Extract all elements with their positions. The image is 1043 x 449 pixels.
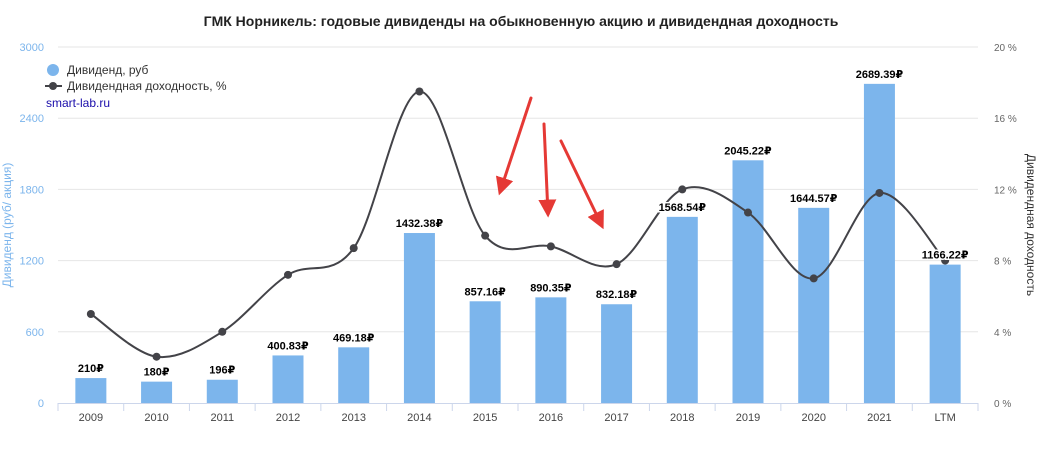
source-label[interactable]: smart-lab.ru bbox=[46, 96, 110, 110]
yield-point bbox=[744, 208, 752, 217]
bar bbox=[338, 347, 370, 403]
chart-title: ГМК Норникель: годовые дивиденды на обык… bbox=[204, 13, 839, 29]
bar-data-label: 2689.39₽ bbox=[856, 69, 904, 81]
yield-point bbox=[546, 242, 555, 251]
yield-point bbox=[218, 327, 227, 336]
y-left-tick-label: 2400 bbox=[20, 113, 44, 125]
legend-bar-label[interactable]: Дивиденд, руб bbox=[67, 63, 149, 77]
bar bbox=[469, 301, 501, 403]
bar-data-label: 857.16₽ bbox=[464, 286, 506, 298]
bar bbox=[535, 297, 567, 403]
bar bbox=[666, 216, 698, 403]
yield-point bbox=[941, 256, 950, 265]
x-tick-label: 2013 bbox=[341, 412, 365, 424]
bar-data-label: 469.18₽ bbox=[333, 332, 375, 344]
bar-data-label: 1432.38₽ bbox=[396, 218, 444, 230]
bar bbox=[403, 233, 435, 403]
y-left-axis-title: Дивиденд (руб/ акция) bbox=[0, 163, 14, 288]
x-tick-label: 2014 bbox=[407, 412, 431, 424]
y-left-tick-label: 1800 bbox=[20, 184, 44, 196]
bar bbox=[863, 83, 895, 403]
bar-data-label: 180₽ bbox=[144, 367, 170, 379]
y-right-tick-label: 4 % bbox=[994, 328, 1011, 339]
x-tick-label: 2012 bbox=[276, 412, 300, 424]
bar-data-label: 2045.22₽ bbox=[724, 145, 772, 157]
yield-point bbox=[86, 310, 95, 318]
bar bbox=[272, 355, 304, 403]
bar-data-label: 210₽ bbox=[78, 363, 104, 375]
yield-point bbox=[678, 185, 687, 194]
bar bbox=[206, 379, 238, 403]
bar bbox=[601, 304, 633, 403]
x-tick-label: 2011 bbox=[210, 412, 234, 424]
bar-data-label: 832.18₽ bbox=[596, 289, 638, 301]
x-tick-label: 2015 bbox=[473, 412, 497, 424]
bar-data-label: 400.83₽ bbox=[267, 340, 309, 352]
x-tick-label: 2016 bbox=[539, 412, 563, 424]
x-tick-label: 2018 bbox=[670, 412, 694, 424]
y-right-tick-label: 12 % bbox=[994, 185, 1017, 196]
y-right-axis-title: Дивидендная доходность bbox=[1024, 154, 1038, 296]
legend-bar-marker bbox=[47, 64, 59, 76]
x-tick-label: 2010 bbox=[144, 412, 168, 424]
legend-line-dot bbox=[49, 82, 57, 90]
y-right-tick-label: 20 % bbox=[994, 43, 1017, 54]
yield-point bbox=[875, 188, 884, 197]
x-tick-label: 2017 bbox=[604, 412, 628, 424]
bar bbox=[732, 160, 764, 403]
axes: 0 600 1200 1800 2400 3000 0 % 4 % 8 % 12 % 16 % 20 … bbox=[0, 42, 1038, 424]
yield-point bbox=[809, 274, 818, 283]
annotations bbox=[495, 96, 604, 230]
bar bbox=[75, 378, 107, 403]
y-right-tick-label: 8 % bbox=[994, 257, 1011, 268]
bar-data-label: 890.35₽ bbox=[530, 282, 572, 294]
legend: Дивиденд, руб Дивидендная доходность, % … bbox=[45, 63, 227, 110]
yield-point bbox=[415, 87, 424, 96]
x-tick-label: LTM bbox=[935, 412, 956, 424]
bar-series bbox=[75, 83, 961, 403]
y-left-tick-label: 600 bbox=[26, 327, 44, 339]
x-tick-label: 2009 bbox=[79, 412, 103, 424]
bar-data-label: 1644.57₽ bbox=[790, 193, 838, 205]
yield-point bbox=[284, 270, 292, 279]
yield-point bbox=[481, 231, 490, 240]
yield-point bbox=[612, 260, 621, 269]
y-right-tick-label: 0 % bbox=[994, 399, 1011, 410]
y-left-tick-label: 3000 bbox=[20, 42, 44, 54]
bar-data-label: 1568.54₽ bbox=[659, 202, 707, 214]
yield-point bbox=[349, 244, 358, 253]
red-arrow bbox=[495, 96, 533, 196]
bar bbox=[929, 264, 961, 403]
line-series bbox=[86, 87, 950, 361]
data-labels: 210₽ 180₽ 196₽ 400.83₽ 469.18₽ 1432.38₽ 857.16… bbox=[76, 67, 970, 380]
yield-point bbox=[152, 352, 161, 361]
y-right-tick-label: 16 % bbox=[994, 114, 1017, 125]
red-arrow bbox=[559, 139, 604, 230]
red-arrow bbox=[538, 122, 557, 218]
bar bbox=[798, 207, 830, 403]
y-left-tick-label: 0 bbox=[38, 398, 44, 410]
bar bbox=[141, 381, 173, 403]
x-tick-label: 2019 bbox=[736, 412, 760, 424]
bar-data-label: 1166.22₽ bbox=[922, 250, 969, 262]
x-tick-label: 2021 bbox=[867, 412, 891, 424]
y-left-tick-label: 1200 bbox=[20, 256, 44, 268]
legend-line-label[interactable]: Дивидендная доходность, % bbox=[67, 79, 227, 93]
bar-data-label: 196₽ bbox=[209, 365, 235, 377]
x-tick-label: 2020 bbox=[801, 412, 825, 424]
